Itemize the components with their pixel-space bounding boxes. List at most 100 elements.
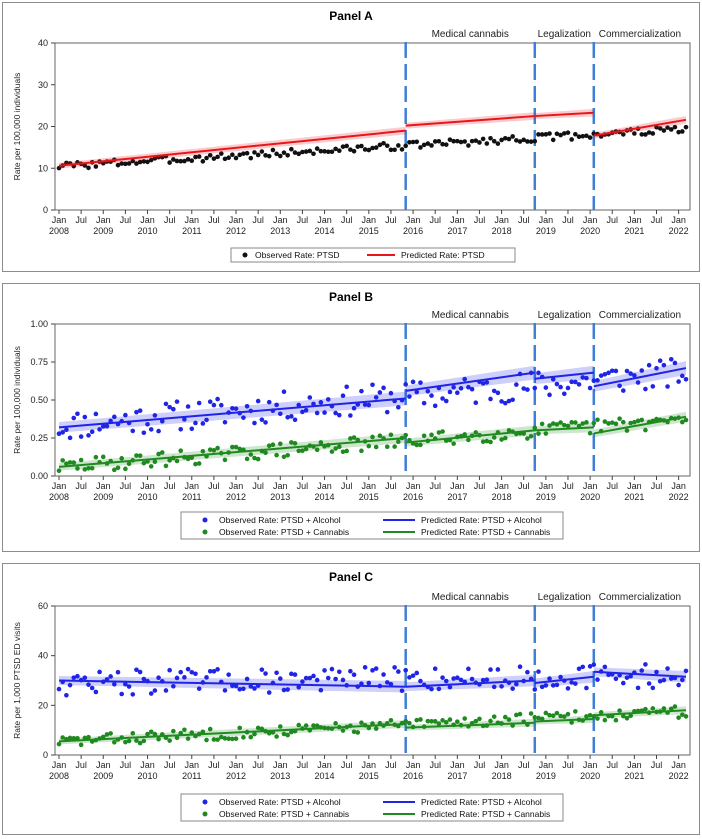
- observed-rate-ptsd-cannabis-point: [635, 418, 641, 424]
- observed-rate-ptsd-cannabis-point: [211, 448, 217, 453]
- observed-rate-ptsd-point: [322, 149, 327, 154]
- observed-rate-ptsd-alcohol-point: [466, 666, 471, 672]
- observed-rate-ptsd-cannabis-point: [595, 417, 600, 423]
- observed-rate-ptsd-alcohol-point: [104, 423, 110, 429]
- observed-rate-ptsd-alcohol-point: [525, 387, 530, 392]
- observed-rate-ptsd-point: [536, 132, 541, 137]
- x-tick-month-label: Jul: [429, 481, 441, 491]
- observed-rate-ptsd-point: [226, 155, 231, 161]
- y-tick-label: 40: [38, 38, 48, 48]
- legend: Observed Rate: PTSD + Alcohol Predicted R…: [180, 511, 564, 540]
- observed-rate-ptsd-point: [211, 156, 217, 161]
- observed-rate-ptsd-point: [569, 137, 574, 142]
- observed-rate-ptsd-point: [550, 137, 556, 143]
- observed-rate-ptsd-cannabis-point: [289, 440, 294, 445]
- observed-rate-ptsd-point: [676, 129, 681, 135]
- observed-rate-ptsd-cannabis-point: [680, 712, 685, 718]
- observed-rate-ptsd-alcohol-point: [650, 384, 656, 389]
- observed-rate-ptsd-point: [233, 155, 239, 161]
- observed-rate-ptsd-alcohol-point: [532, 385, 538, 391]
- y-tick-label: 20: [38, 700, 48, 710]
- x-tick-year-label: 2020: [580, 492, 600, 502]
- observed-rate-ptsd-alcohol-point: [370, 382, 375, 388]
- panel-a-chart: Panel A 0 10 20 30 40 Rate per 100,000 individ…: [12, 9, 691, 263]
- observed-rate-ptsd-point: [506, 136, 512, 142]
- observed-rate-ptsd-cannabis-point: [587, 430, 593, 436]
- predicted-rate-ptsd-cannabis-line: [405, 429, 535, 444]
- x-tick-month-label: Jul: [252, 481, 264, 491]
- observed-rate-ptsd-cannabis-point: [274, 734, 279, 739]
- x-tick-month-label: Jan: [450, 481, 465, 491]
- observed-rate-ptsd-alcohol-point: [82, 675, 88, 681]
- observed-rate-ptsd-cannabis-point: [233, 736, 239, 741]
- observed-rate-ptsd-alcohol-point: [193, 420, 198, 426]
- observed-rate-ptsd-alcohol-point: [506, 398, 512, 404]
- observed-rate-ptsd-alcohol-point: [532, 687, 538, 692]
- observed-rate-ptsd-alcohol-point: [488, 667, 493, 672]
- predicted-rate-ptsd-cannabis-line: [58, 722, 406, 743]
- observed-rate-ptsd-alcohol-point: [643, 386, 648, 392]
- x-tick-month-label: Jul: [208, 481, 220, 491]
- observed-rate-ptsd-cannabis-point: [156, 451, 161, 457]
- x-tick-year-label: 2022: [669, 771, 689, 781]
- observed-rate-ptsd-point: [241, 151, 246, 156]
- observed-rate-ptsd-alcohol-point: [517, 664, 523, 670]
- observed-rate-ptsd-cannabis-point: [429, 718, 434, 724]
- observed-rate-ptsd-cannabis-point: [274, 452, 279, 458]
- x-tick-year-label: 2008: [49, 771, 69, 781]
- legend-label: Predicted Rate: PTSD + Cannabis: [421, 527, 550, 537]
- x-tick-month-label: Jan: [539, 481, 554, 491]
- observed-rate-ptsd-point: [270, 147, 276, 153]
- observed-rate-ptsd-alcohol-point: [189, 426, 195, 432]
- observed-rate-ptsd-alcohol-point: [337, 412, 342, 418]
- x-tick-month-label: Jul: [518, 760, 530, 770]
- observed-rate-ptsd-cannabis-point: [661, 706, 667, 711]
- x-tick-year-label: 2022: [669, 226, 689, 236]
- observed-rate-ptsd-cannabis-point: [174, 735, 180, 741]
- observed-rate-ptsd-alcohol-point: [174, 675, 180, 681]
- period-label: Legalization: [538, 29, 591, 40]
- observed-rate-ptsd-alcohol-point: [455, 675, 460, 681]
- observed-rate-ptsd-alcohol-point: [495, 390, 501, 396]
- period-label: Legalization: [538, 310, 591, 321]
- x-tick-month-label: Jul: [297, 481, 309, 491]
- observed-rate-ptsd-point: [488, 135, 493, 141]
- observed-rate-ptsd-cannabis-point: [340, 449, 346, 455]
- observed-rate-ptsd-cannabis-point: [348, 436, 353, 441]
- observed-rate-ptsd-alcohol-point: [451, 385, 456, 390]
- observed-rate-ptsd-alcohol-point: [86, 682, 91, 687]
- observed-rate-ptsd-alcohol-point: [488, 396, 493, 402]
- observed-rate-ptsd-alcohol-point: [440, 675, 445, 680]
- x-tick-month-label: Jul: [429, 215, 441, 225]
- observed-rate-ptsd-alcohol-point: [230, 683, 235, 689]
- x-tick-year-label: 2009: [93, 771, 113, 781]
- legend-box: [180, 793, 564, 822]
- observed-rate-ptsd-alcohol-point: [300, 409, 305, 415]
- observed-rate-ptsd-point: [632, 131, 637, 136]
- observed-rate-ptsd-alcohol-point: [64, 692, 69, 698]
- observed-rate-ptsd-alcohol-point: [396, 669, 401, 674]
- x-tick-month-label: Jan: [494, 481, 509, 491]
- observed-rate-ptsd-point: [196, 154, 202, 159]
- observed-rate-ptsd-cannabis-point: [241, 735, 246, 740]
- observed-rate-ptsd-alcohol-point: [373, 666, 379, 671]
- observed-rate-ptsd-cannabis-point: [539, 716, 545, 722]
- observed-rate-ptsd-cannabis-point: [148, 464, 154, 469]
- panel-c-frame: Panel C 0 20 40 60 Rate per 1,000 PTSD ED vis…: [2, 563, 700, 835]
- x-tick-month-label: Jan: [450, 215, 465, 225]
- observed-rate-ptsd-cannabis-point: [351, 729, 357, 735]
- observed-rate-ptsd-alcohol-point: [241, 415, 246, 420]
- predicted-rate-ptsd-alcohol-line: [405, 679, 535, 688]
- observed-rate-ptsd-alcohol-point: [399, 688, 405, 694]
- observed-rate-ptsd-point: [473, 138, 479, 143]
- y-tick-label: 1.00: [30, 319, 48, 329]
- observed-rate-ptsd-cannabis-point: [602, 419, 608, 424]
- observed-rate-ptsd-cannabis-point: [436, 721, 442, 726]
- observed-rate-ptsd-alcohol-point: [274, 670, 279, 676]
- observed-rate-ptsd-point: [171, 157, 176, 162]
- observed-rate-ptsd-alcohol-point: [440, 396, 445, 401]
- observed-rate-ptsd-cannabis-point: [624, 428, 630, 433]
- observed-rate-ptsd-point: [82, 163, 88, 168]
- observed-rate-ptsd-alcohol-point: [547, 676, 552, 681]
- observed-rate-ptsd-point: [318, 148, 324, 154]
